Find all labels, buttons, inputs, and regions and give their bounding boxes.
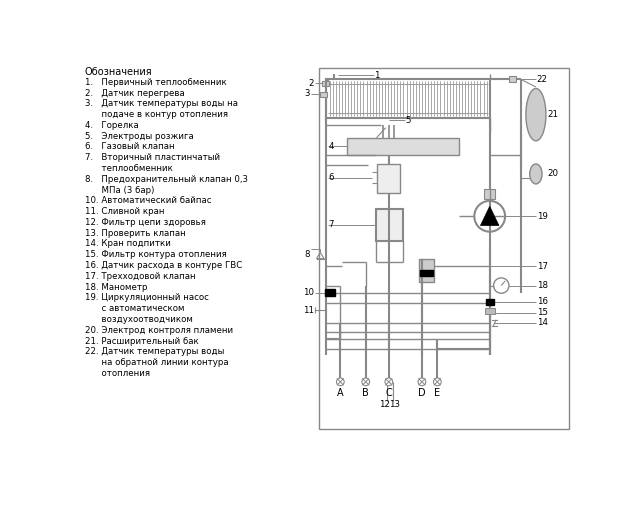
Text: 22. Датчик температуры воды: 22. Датчик температуры воды — [84, 347, 224, 357]
Text: 12: 12 — [380, 401, 390, 409]
Text: 4: 4 — [329, 142, 334, 151]
Text: 19. Циркуляционный насос: 19. Циркуляционный насос — [84, 293, 209, 303]
Circle shape — [433, 378, 441, 386]
Text: Обозначения: Обозначения — [84, 66, 152, 76]
Text: A: A — [337, 388, 344, 399]
Circle shape — [362, 378, 369, 386]
Text: на обратной линии контура: на обратной линии контура — [84, 358, 228, 367]
Bar — [320, 91, 327, 97]
Text: 18: 18 — [537, 281, 548, 290]
Text: 3.   Датчик температуры воды на: 3. Датчик температуры воды на — [84, 99, 237, 108]
Text: 7: 7 — [329, 220, 334, 229]
Text: 5: 5 — [406, 116, 412, 125]
Text: 17: 17 — [537, 262, 548, 271]
Bar — [376, 209, 403, 241]
Ellipse shape — [526, 88, 546, 141]
Bar — [325, 290, 335, 296]
Bar — [419, 258, 435, 282]
Text: подаче в контур отопления: подаче в контур отопления — [84, 110, 228, 119]
Text: МПа (3 бар): МПа (3 бар) — [84, 186, 154, 195]
Circle shape — [337, 378, 344, 386]
Text: 6.   Газовый клапан: 6. Газовый клапан — [84, 143, 174, 152]
Text: 1.   Первичный теплообменник: 1. Первичный теплообменник — [84, 78, 227, 87]
Text: 16: 16 — [537, 297, 548, 306]
Bar — [485, 308, 495, 314]
Text: 4.   Горелка: 4. Горелка — [84, 121, 138, 130]
Bar — [326, 79, 490, 118]
Text: 2.   Датчик перегрева: 2. Датчик перегрева — [84, 89, 184, 98]
Ellipse shape — [530, 164, 542, 184]
Text: B: B — [362, 388, 369, 399]
Text: 6: 6 — [329, 173, 334, 182]
Bar — [319, 69, 569, 429]
Text: 13: 13 — [390, 401, 401, 409]
Text: 8: 8 — [305, 250, 310, 260]
Bar — [322, 81, 329, 86]
Text: 12. Фильтр цепи здоровья: 12. Фильтр цепи здоровья — [84, 218, 205, 227]
Text: 14. Кран подпитки: 14. Кран подпитки — [84, 239, 170, 249]
Text: 11. Сливной кран: 11. Сливной кран — [84, 207, 164, 216]
Bar — [484, 189, 495, 199]
Text: 15. Фильтр контура отопления: 15. Фильтр контура отопления — [84, 250, 227, 260]
Text: D: D — [418, 388, 426, 399]
Text: 11: 11 — [303, 306, 314, 315]
Text: с автоматическом: с автоматическом — [84, 304, 184, 313]
Circle shape — [385, 378, 393, 386]
Text: 1: 1 — [374, 71, 380, 80]
Text: 18. Манометр: 18. Манометр — [84, 283, 147, 292]
Text: 22: 22 — [537, 75, 548, 84]
Text: 10: 10 — [303, 288, 314, 297]
Bar — [509, 76, 516, 81]
Text: 21. Расширительный бак: 21. Расширительный бак — [84, 336, 198, 346]
Bar — [348, 138, 459, 155]
Text: 19: 19 — [537, 212, 548, 221]
Text: 20. Электрод контроля пламени: 20. Электрод контроля пламени — [84, 326, 233, 335]
Circle shape — [418, 378, 426, 386]
Text: 8.   Предохранительный клапан 0,3: 8. Предохранительный клапан 0,3 — [84, 175, 248, 184]
Text: теплообменник: теплообменник — [84, 164, 173, 173]
Text: 15: 15 — [537, 308, 548, 317]
Text: 5.   Электроды розжига: 5. Электроды розжига — [84, 132, 193, 141]
Text: 13. Проверить клапан: 13. Проверить клапан — [84, 229, 186, 238]
Text: 16. Датчик расхода в контуре ГВС: 16. Датчик расхода в контуре ГВС — [84, 261, 242, 270]
Text: воздухоотводчиком: воздухоотводчиком — [84, 315, 193, 324]
Bar — [486, 299, 494, 305]
Text: отопления: отопления — [84, 369, 150, 378]
Polygon shape — [481, 206, 499, 226]
Text: E: E — [435, 388, 440, 399]
Text: 10. Автоматический байпас: 10. Автоматический байпас — [84, 196, 211, 206]
Bar — [378, 164, 401, 193]
Text: 20: 20 — [547, 169, 559, 179]
Text: 7.   Вторичный пластинчатый: 7. Вторичный пластинчатый — [84, 153, 220, 162]
Bar — [420, 270, 433, 276]
Text: 17. Трехходовой клапан: 17. Трехходовой клапан — [84, 272, 195, 281]
Text: C: C — [385, 388, 392, 399]
Text: 21: 21 — [547, 110, 559, 119]
Text: 14: 14 — [537, 318, 548, 327]
Text: 2: 2 — [308, 78, 314, 88]
Text: 3: 3 — [305, 89, 310, 98]
